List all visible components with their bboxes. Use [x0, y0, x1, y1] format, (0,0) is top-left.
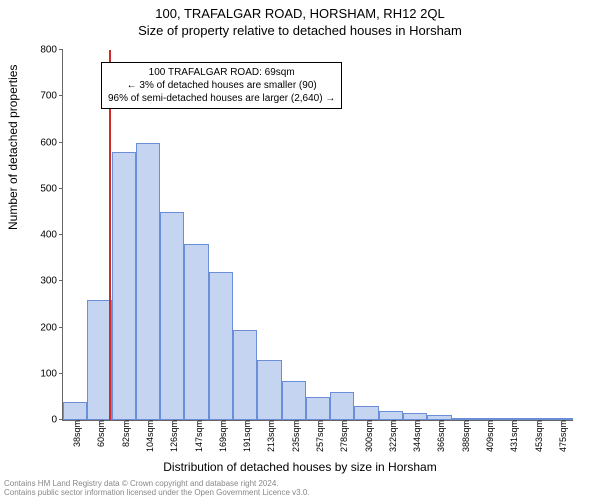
x-tick-label: 213sqm [262, 420, 276, 452]
y-tick-mark [59, 234, 63, 235]
y-tick-label: 800 [40, 45, 63, 56]
x-tick-mark [245, 420, 246, 424]
x-tick-mark [197, 420, 198, 424]
annotation-box: 100 TRAFALGAR ROAD: 69sqm← 3% of detache… [101, 62, 342, 109]
y-tick-mark [59, 280, 63, 281]
histogram-bar [233, 330, 257, 420]
y-tick-label: 700 [40, 91, 63, 102]
x-tick-mark [99, 420, 100, 424]
x-tick-mark [269, 420, 270, 424]
annotation-line: 96% of semi-detached houses are larger (… [108, 92, 335, 105]
x-tick-mark [488, 420, 489, 424]
x-tick-mark [537, 420, 538, 424]
histogram-bar [112, 152, 136, 420]
x-tick-label: 235sqm [287, 420, 301, 452]
histogram-bar [136, 143, 160, 421]
x-tick-mark [464, 420, 465, 424]
x-tick-label: 191sqm [238, 420, 252, 452]
plot-area: 010020030040050060070080038sqm60sqm82sqm… [62, 50, 573, 421]
histogram-bar [63, 402, 87, 420]
x-tick-mark [391, 420, 392, 424]
x-tick-mark [75, 420, 76, 424]
x-tick-label: 147sqm [190, 420, 204, 452]
histogram-bar [282, 381, 306, 420]
y-tick-label: 400 [40, 230, 63, 241]
x-tick-mark [415, 420, 416, 424]
histogram-bar [379, 411, 403, 420]
x-tick-label: 453sqm [530, 420, 544, 452]
x-tick-label: 322sqm [384, 420, 398, 452]
y-axis-label: Number of detached properties [6, 65, 20, 230]
x-tick-label: 104sqm [141, 420, 155, 452]
x-tick-label: 431sqm [505, 420, 519, 452]
x-tick-label: 60sqm [92, 420, 106, 447]
x-tick-mark [148, 420, 149, 424]
x-tick-label: 257sqm [311, 420, 325, 452]
x-tick-label: 169sqm [214, 420, 228, 452]
histogram-bar [306, 397, 330, 420]
y-tick-label: 500 [40, 183, 63, 194]
x-tick-mark [561, 420, 562, 424]
histogram-bar [403, 413, 427, 420]
x-tick-label: 344sqm [408, 420, 422, 452]
x-tick-mark [221, 420, 222, 424]
footer-attribution: Contains HM Land Registry data © Crown c… [4, 479, 310, 498]
x-tick-mark [294, 420, 295, 424]
histogram-bar [209, 272, 233, 420]
x-tick-mark [124, 420, 125, 424]
histogram-bar [257, 360, 281, 420]
x-tick-mark [342, 420, 343, 424]
y-tick-mark [59, 142, 63, 143]
y-tick-label: 0 [51, 415, 63, 426]
chart-title: 100, TRAFALGAR ROAD, HORSHAM, RH12 2QL [0, 0, 600, 21]
annotation-line: ← 3% of detached houses are smaller (90) [108, 79, 335, 92]
x-tick-mark [172, 420, 173, 424]
footer-line-1: Contains HM Land Registry data © Crown c… [4, 479, 279, 488]
x-tick-mark [439, 420, 440, 424]
footer-line-2: Contains public sector information licen… [4, 488, 310, 497]
x-tick-label: 388sqm [457, 420, 471, 452]
x-tick-label: 278sqm [335, 420, 349, 452]
x-tick-label: 366sqm [432, 420, 446, 452]
y-tick-mark [59, 49, 63, 50]
x-tick-mark [367, 420, 368, 424]
x-tick-mark [512, 420, 513, 424]
y-tick-label: 200 [40, 322, 63, 333]
annotation-line: 100 TRAFALGAR ROAD: 69sqm [108, 66, 335, 79]
y-tick-mark [59, 95, 63, 96]
histogram-bar [184, 244, 208, 420]
histogram-bar [87, 300, 111, 420]
x-tick-label: 409sqm [481, 420, 495, 452]
chart-container: 100, TRAFALGAR ROAD, HORSHAM, RH12 2QL S… [0, 0, 600, 500]
y-tick-label: 600 [40, 137, 63, 148]
x-tick-label: 126sqm [165, 420, 179, 452]
y-tick-mark [59, 188, 63, 189]
histogram-bar [330, 392, 354, 420]
histogram-bar [160, 212, 184, 420]
y-tick-label: 100 [40, 368, 63, 379]
x-tick-label: 38sqm [68, 420, 82, 447]
chart-subtitle: Size of property relative to detached ho… [0, 21, 600, 38]
histogram-bar [354, 406, 378, 420]
x-axis-label: Distribution of detached houses by size … [0, 460, 600, 474]
y-tick-mark [59, 373, 63, 374]
x-tick-label: 300sqm [360, 420, 374, 452]
y-tick-label: 300 [40, 276, 63, 287]
x-tick-label: 475sqm [554, 420, 568, 452]
x-tick-label: 82sqm [117, 420, 131, 447]
y-tick-mark [59, 327, 63, 328]
x-tick-mark [318, 420, 319, 424]
